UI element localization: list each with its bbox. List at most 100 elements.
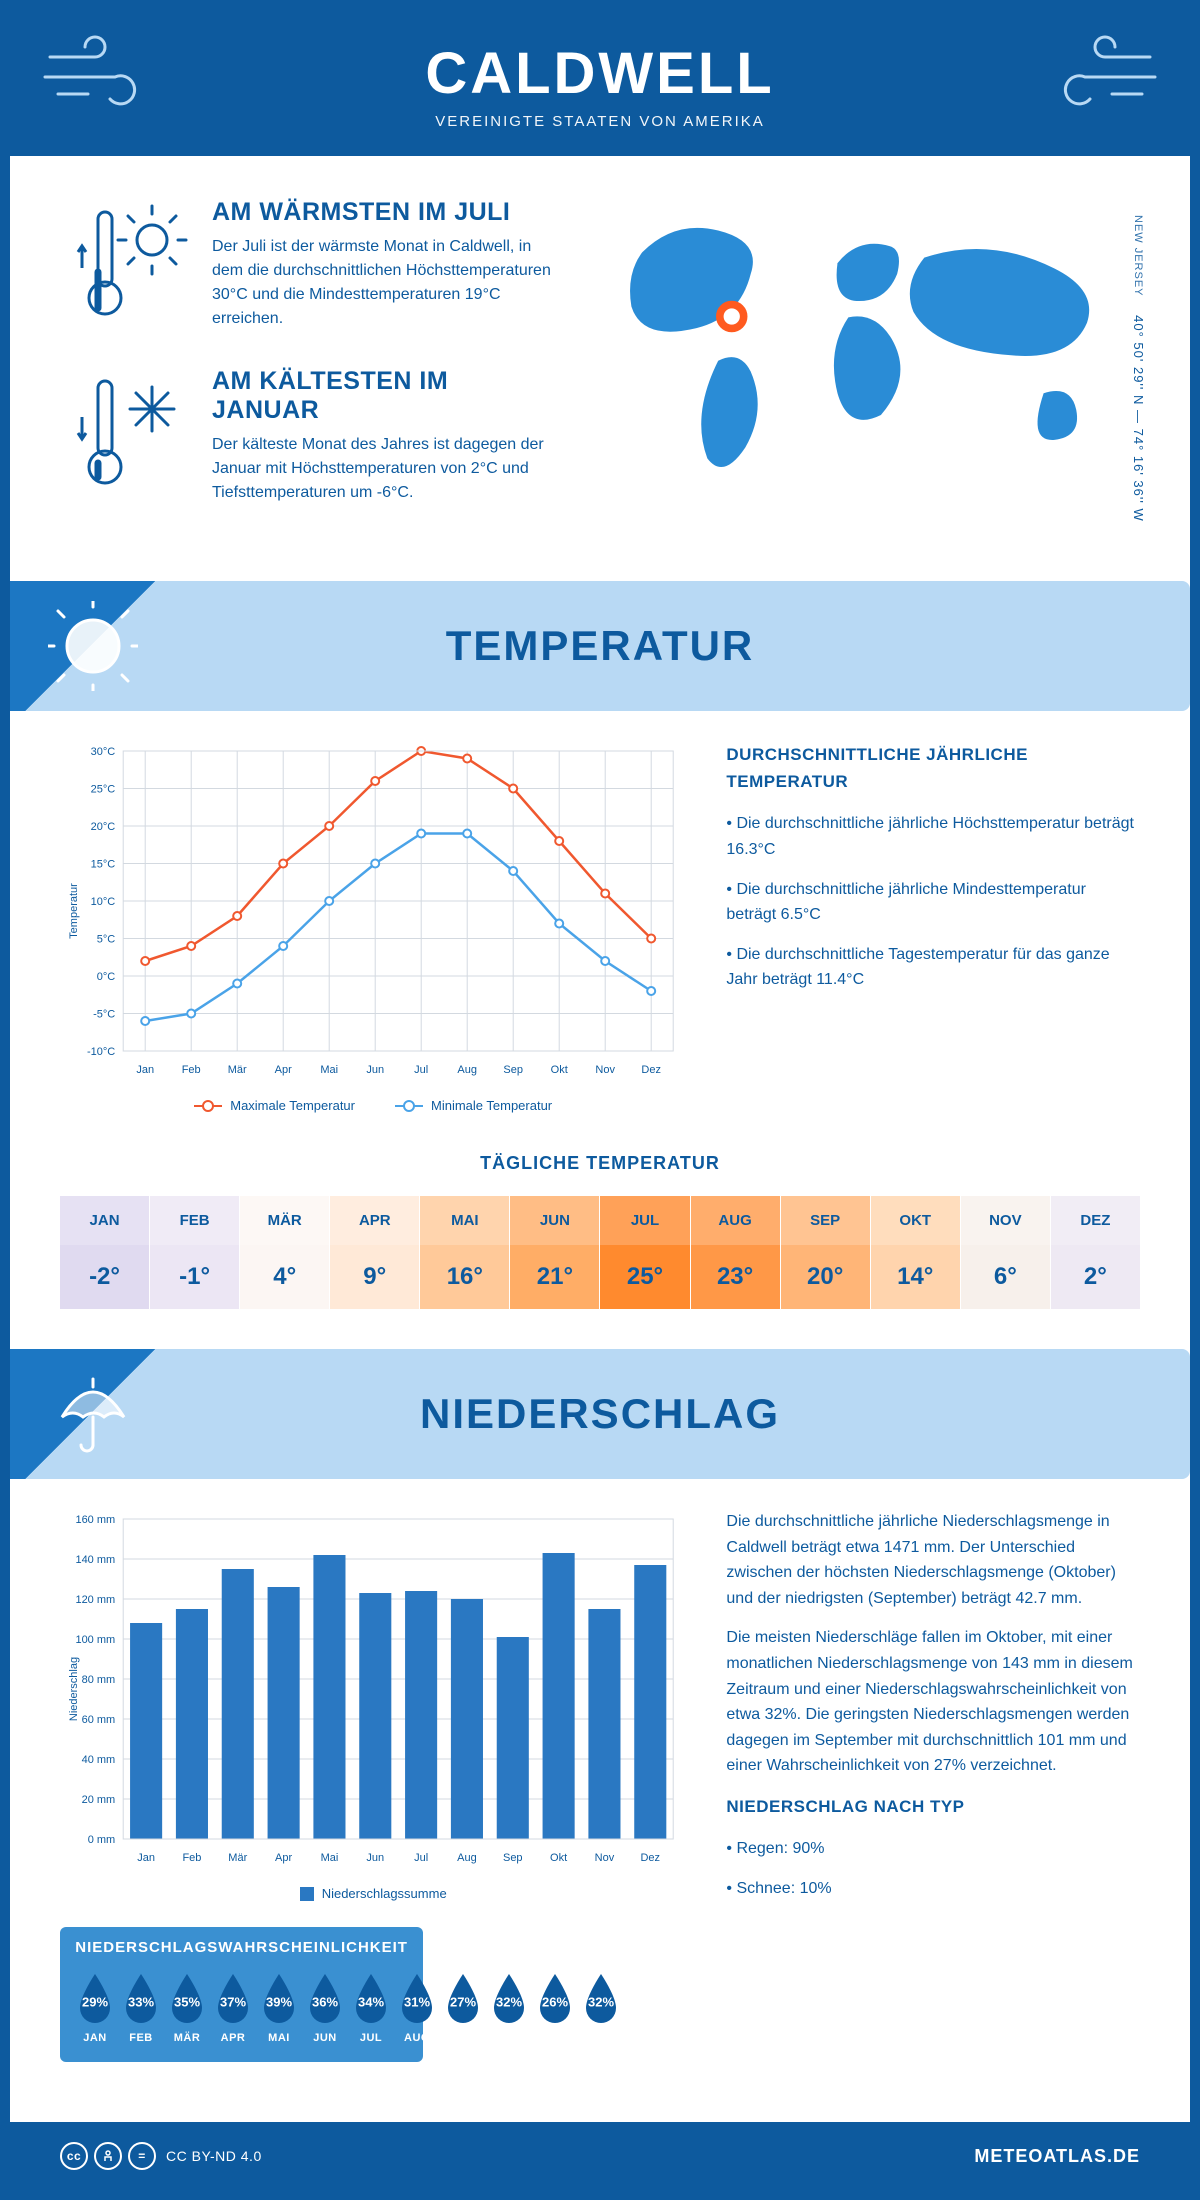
- svg-text:140 mm: 140 mm: [75, 1554, 115, 1566]
- svg-text:100 mm: 100 mm: [75, 1634, 115, 1646]
- temp-side-p2: • Die durchschnittliche jährliche Mindes…: [726, 877, 1140, 928]
- svg-text:20°C: 20°C: [91, 821, 116, 833]
- svg-text:-10°C: -10°C: [87, 1046, 115, 1058]
- svg-text:-5°C: -5°C: [93, 1009, 115, 1021]
- svg-text:Nov: Nov: [595, 1852, 615, 1864]
- svg-text:80 mm: 80 mm: [82, 1674, 116, 1686]
- cc-by-icon: [94, 2142, 122, 2170]
- precip-side-p2: Die meisten Niederschläge fallen im Okto…: [726, 1625, 1140, 1779]
- svg-text:Mai: Mai: [321, 1852, 339, 1864]
- coldest-block: AM KÄLTESTEN IM JANUAR Der kälteste Mona…: [70, 367, 558, 505]
- daily-cell: MÄR4°: [240, 1196, 330, 1309]
- svg-text:Jan: Jan: [137, 1852, 155, 1864]
- precip-legend: Niederschlagssumme: [60, 1886, 686, 1901]
- precip-prob-cell: 33%FEB: [118, 1970, 164, 2044]
- precip-chart: 0 mm 20 mm 40 mm 60 mm 80 mm 100 mm 120 mm 140 …: [60, 1509, 686, 1869]
- svg-text:Jul: Jul: [414, 1852, 428, 1864]
- svg-text:40 mm: 40 mm: [82, 1754, 116, 1766]
- svg-text:Jul: Jul: [414, 1064, 428, 1076]
- svg-text:0°C: 0°C: [97, 971, 116, 983]
- svg-text:Niederschlag: Niederschlag: [68, 1657, 80, 1721]
- daily-temp-title: TÄGLICHE TEMPERATUR: [60, 1153, 1140, 1174]
- world-map: [588, 198, 1130, 480]
- svg-text:Jun: Jun: [366, 1064, 384, 1076]
- svg-text:25°C: 25°C: [91, 784, 116, 796]
- wind-icon: [40, 32, 160, 122]
- sun-icon: [48, 601, 138, 691]
- precip-prob-cell: 27%SEP: [440, 1970, 486, 2044]
- umbrella-icon: [48, 1369, 138, 1459]
- svg-text:20 mm: 20 mm: [82, 1794, 116, 1806]
- precip-type-2: • Schnee: 10%: [726, 1876, 1140, 1902]
- precip-title: NIEDERSCHLAG: [420, 1390, 780, 1438]
- daily-cell: MAI16°: [420, 1196, 510, 1309]
- daily-temp-grid: JAN-2°FEB-1°MÄR4°APR9°MAI16°JUN21°JUL25°…: [60, 1196, 1140, 1309]
- daily-cell: JUN21°: [510, 1196, 600, 1309]
- daily-cell: NOV6°: [961, 1196, 1051, 1309]
- svg-text:0 mm: 0 mm: [88, 1834, 116, 1846]
- svg-text:Feb: Feb: [182, 1064, 201, 1076]
- svg-text:Apr: Apr: [275, 1064, 292, 1076]
- daily-cell: AUG23°: [691, 1196, 781, 1309]
- svg-text:30°C: 30°C: [91, 746, 116, 758]
- precip-prob-cell: 31%AUG: [394, 1970, 440, 2044]
- daily-cell: FEB-1°: [150, 1196, 240, 1309]
- precip-probability-box: NIEDERSCHLAGSWAHRSCHEINLICHKEIT 29%JAN33…: [60, 1927, 423, 2062]
- thermometer-snow-icon: [70, 367, 190, 497]
- svg-text:120 mm: 120 mm: [75, 1594, 115, 1606]
- svg-text:Jan: Jan: [136, 1064, 154, 1076]
- daily-cell: SEP20°: [781, 1196, 871, 1309]
- svg-text:Aug: Aug: [457, 1852, 477, 1864]
- daily-cell: OKT14°: [871, 1196, 961, 1309]
- footer-brand: METEOATLAS.DE: [974, 2146, 1140, 2167]
- precip-prob-cell: 39%MAI: [256, 1970, 302, 2044]
- wind-icon: [1040, 32, 1160, 122]
- daily-cell: APR9°: [330, 1196, 420, 1309]
- daily-cell: JAN-2°: [60, 1196, 150, 1309]
- svg-text:Jun: Jun: [366, 1852, 384, 1864]
- thermometer-sun-icon: [70, 198, 190, 328]
- precip-type-title: NIEDERSCHLAG NACH TYP: [726, 1793, 1140, 1820]
- temperature-title: TEMPERATUR: [446, 622, 755, 670]
- svg-text:Mär: Mär: [228, 1064, 247, 1076]
- svg-text:Feb: Feb: [182, 1852, 201, 1864]
- warmest-block: AM WÄRMSTEN IM JULI Der Juli ist der wär…: [70, 198, 558, 333]
- cc-icon: cc: [60, 2142, 88, 2170]
- svg-text:Okt: Okt: [551, 1064, 568, 1076]
- temp-side-p1: • Die durchschnittliche jährliche Höchst…: [726, 811, 1140, 862]
- temp-side-p3: • Die durchschnittliche Tagestemperatur …: [726, 942, 1140, 993]
- svg-text:Sep: Sep: [503, 1064, 523, 1076]
- precip-side-p1: Die durchschnittliche jährliche Niedersc…: [726, 1509, 1140, 1611]
- precip-banner: NIEDERSCHLAG: [10, 1349, 1190, 1479]
- page-title: CALDWELL: [30, 40, 1170, 107]
- cc-icons: cc =: [60, 2142, 156, 2170]
- svg-text:Okt: Okt: [550, 1852, 567, 1864]
- warmest-title: AM WÄRMSTEN IM JULI: [212, 198, 558, 227]
- svg-text:Apr: Apr: [275, 1852, 292, 1864]
- svg-text:Sep: Sep: [503, 1852, 523, 1864]
- temp-legend: Maximale Temperatur Minimale Temperatur: [60, 1098, 686, 1113]
- svg-text:Aug: Aug: [457, 1064, 477, 1076]
- svg-text:5°C: 5°C: [97, 934, 116, 946]
- precip-type-1: • Regen: 90%: [726, 1836, 1140, 1862]
- daily-cell: JUL25°: [600, 1196, 690, 1309]
- precip-prob-cell: 34%JUL: [348, 1970, 394, 2044]
- temperature-chart: -10°C-5°C0°C5°C10°C15°C20°C25°C30°CJanFe…: [60, 741, 686, 1081]
- daily-cell: DEZ2°: [1051, 1196, 1140, 1309]
- svg-text:Nov: Nov: [595, 1064, 615, 1076]
- svg-text:Mai: Mai: [320, 1064, 338, 1076]
- svg-text:160 mm: 160 mm: [75, 1514, 115, 1526]
- header: CALDWELL VEREINIGTE STAATEN VON AMERIKA: [10, 10, 1190, 156]
- svg-text:60 mm: 60 mm: [82, 1714, 116, 1726]
- precip-prob-cell: 32%OKT: [486, 1970, 532, 2044]
- temperature-banner: TEMPERATUR: [10, 581, 1190, 711]
- precip-prob-cell: 37%APR: [210, 1970, 256, 2044]
- coldest-text: Der kälteste Monat des Jahres ist dagege…: [212, 433, 558, 505]
- precip-prob-cell: 36%JUN: [302, 1970, 348, 2044]
- svg-text:Temperatur: Temperatur: [68, 883, 80, 939]
- precip-prob-cell: 35%MÄR: [164, 1970, 210, 2044]
- precip-prob-cell: 29%JAN: [72, 1970, 118, 2044]
- precip-prob-cell: 26%NOV: [532, 1970, 578, 2044]
- precip-prob-cell: 32%DEZ: [578, 1970, 624, 2044]
- svg-text:Dez: Dez: [640, 1852, 660, 1864]
